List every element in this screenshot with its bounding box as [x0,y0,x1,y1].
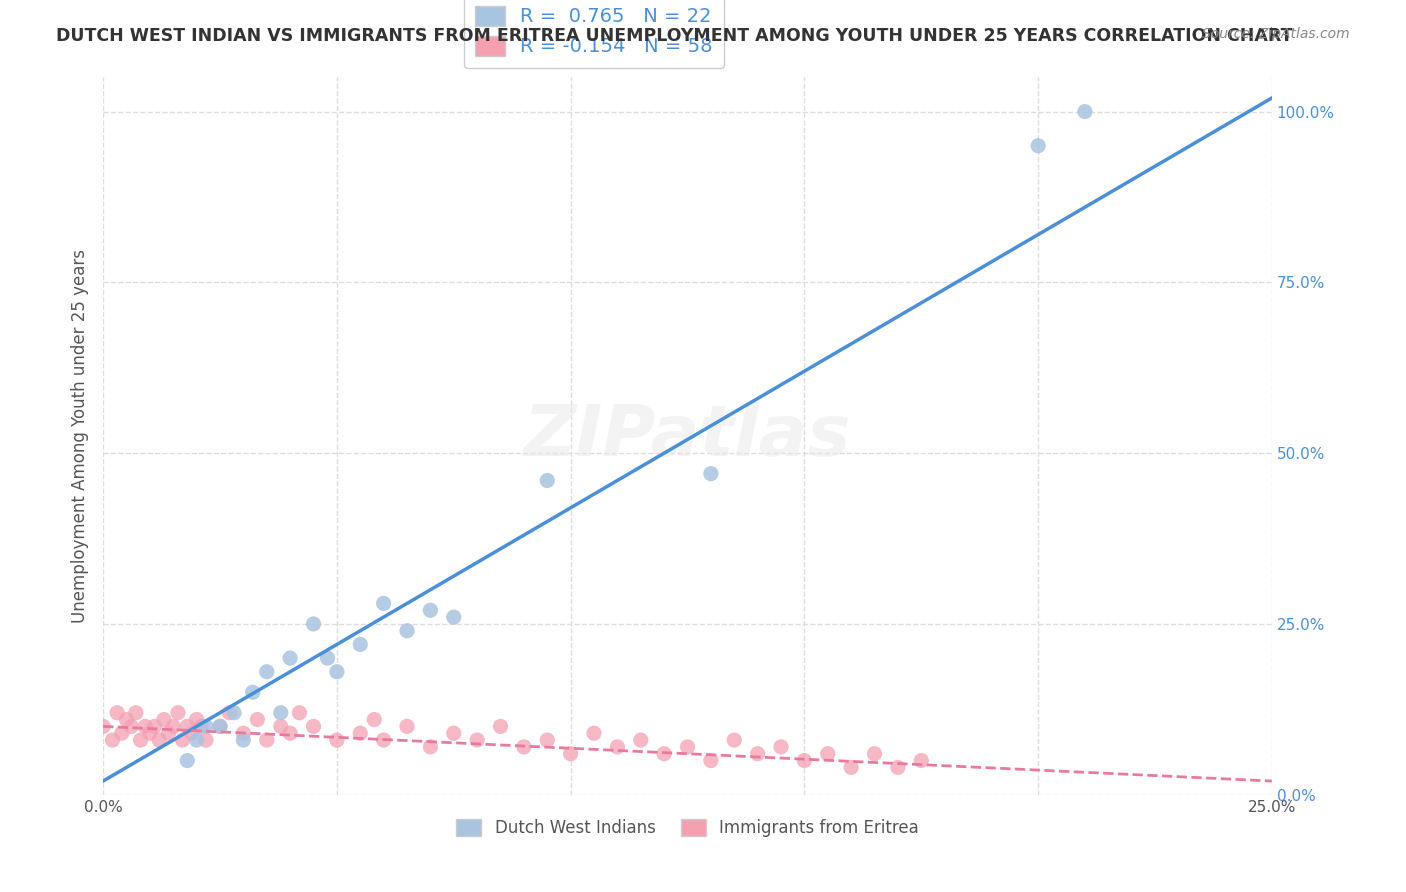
Point [326,665,349,679]
Point [793,754,815,768]
Point [863,747,886,761]
Point [208,719,231,733]
Point [1074,104,1097,119]
Point [373,733,395,747]
Point [111,726,134,740]
Point [270,719,292,733]
Point [256,665,278,679]
Point [769,739,792,754]
Point [242,685,264,699]
Point [910,754,932,768]
Point [181,726,204,740]
Text: DUTCH WEST INDIAN VS IMMIGRANTS FROM ERITREA UNEMPLOYMENT AMONG YOUTH UNDER 25 Y: DUTCH WEST INDIAN VS IMMIGRANTS FROM ERI… [56,27,1292,45]
Point [443,726,465,740]
Point [101,733,124,747]
Point [700,754,723,768]
Point [747,747,769,761]
Point [256,733,278,747]
Point [652,747,675,761]
Point [157,726,180,740]
Point [536,474,558,488]
Point [195,719,218,733]
Point [208,719,231,733]
Point [326,733,349,747]
Point [129,733,152,747]
Point [91,719,114,733]
Point [1026,138,1049,153]
Point [536,733,558,747]
Point [246,713,269,727]
Point [302,719,325,733]
Point [395,624,418,638]
Point [143,719,166,733]
Point [302,616,325,631]
Point [153,713,176,727]
Point [139,726,162,740]
Point [186,713,208,727]
Point [582,726,605,740]
Point [148,733,170,747]
Point [288,706,311,720]
Text: Source: ZipAtlas.com: Source: ZipAtlas.com [1202,27,1350,41]
Point [115,713,138,727]
Point [232,733,254,747]
Point [222,706,245,720]
Point [817,747,839,761]
Point [419,603,441,617]
Point [186,733,208,747]
Point [190,719,212,733]
Point [513,739,536,754]
Point [162,719,184,733]
Point [134,719,156,733]
Point [172,733,194,747]
Point [676,739,699,754]
Point [349,637,371,651]
Point [723,733,745,747]
Point [125,706,148,720]
Point [630,733,652,747]
Point [363,713,385,727]
Point [120,719,142,733]
Point [395,719,418,733]
Legend: Dutch West Indians, Immigrants from Eritrea: Dutch West Indians, Immigrants from Erit… [450,813,925,844]
Point [606,739,628,754]
Point [176,719,198,733]
Point [278,651,301,665]
Point [218,706,240,720]
Point [167,706,190,720]
Point [839,760,862,774]
Point [887,760,910,774]
Point [700,467,723,481]
Y-axis label: Unemployment Among Youth under 25 years: Unemployment Among Youth under 25 years [72,249,89,624]
Point [419,739,441,754]
Point [465,733,488,747]
Point [443,610,465,624]
Point [105,706,128,720]
Point [560,747,582,761]
Point [489,719,512,733]
Point [373,596,395,610]
Point [270,706,292,720]
Point [176,754,198,768]
Point [316,651,339,665]
Text: ZIPatlas: ZIPatlas [524,401,851,471]
Point [278,726,301,740]
Point [349,726,371,740]
Point [232,726,254,740]
Point [195,733,218,747]
